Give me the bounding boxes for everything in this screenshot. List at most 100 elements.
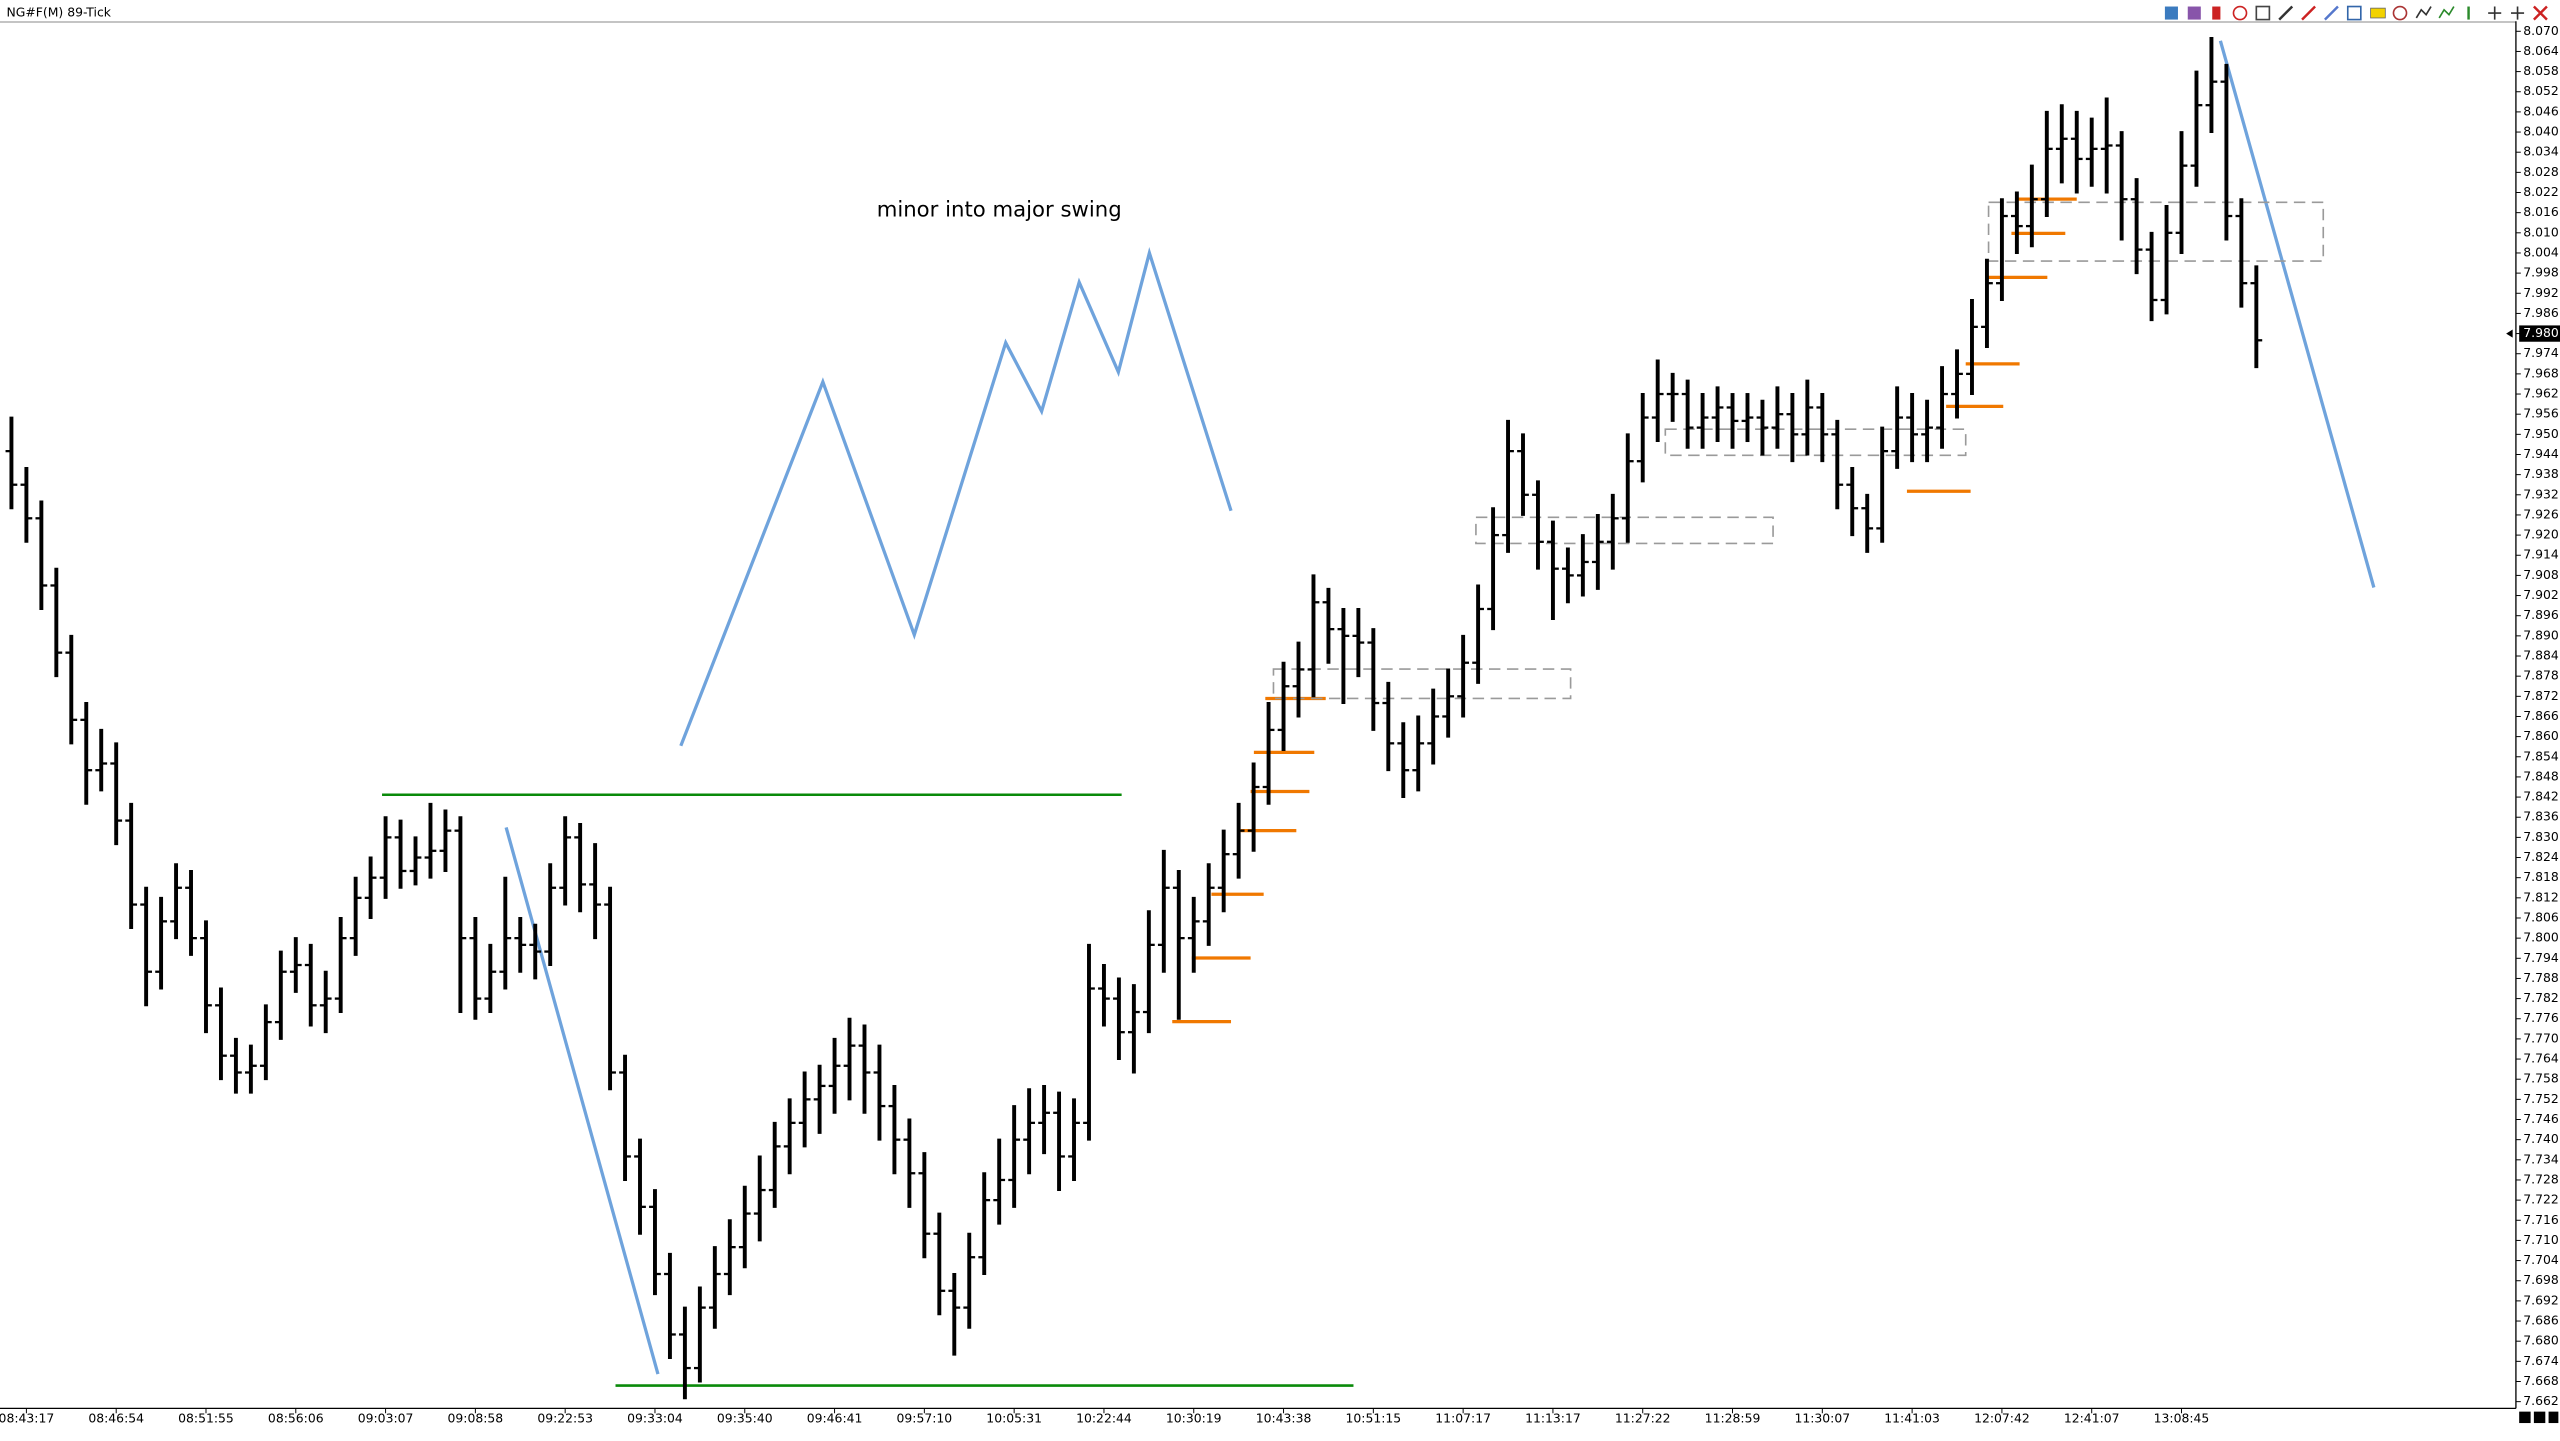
y-tick-label: 8.022: [2523, 184, 2558, 199]
y-tick-label: 7.800: [2523, 930, 2559, 945]
y-tick-label: 7.962: [2523, 386, 2558, 401]
x-tick-label: 08:56:06: [268, 1410, 324, 1425]
tool-icon[interactable]: [2212, 6, 2221, 20]
y-tick-label: 7.758: [2523, 1071, 2559, 1086]
y-tick-label: 7.764: [2523, 1051, 2559, 1066]
tool-icon[interactable]: [2187, 6, 2201, 20]
last-price-box: [2519, 325, 2560, 342]
y-tick-label: 8.046: [2523, 103, 2559, 118]
x-tick-label: 10:05:31: [986, 1410, 1042, 1425]
x-tick-label: 08:46:54: [88, 1410, 144, 1425]
x-tick-label: 10:30:19: [1166, 1410, 1222, 1425]
tool-icon[interactable]: [2438, 6, 2455, 19]
y-tick-label: 8.016: [2523, 204, 2559, 219]
corner-buttons: [2519, 1411, 2559, 1424]
y-tick-label: 7.998: [2523, 265, 2559, 280]
corner-button[interactable]: [2548, 1411, 2559, 1424]
y-tick-label: 7.740: [2523, 1131, 2559, 1146]
y-tick-label: 7.872: [2523, 688, 2558, 703]
x-tick-label: 11:07:17: [1435, 1410, 1491, 1425]
x-tick-label: 11:30:07: [1794, 1410, 1850, 1425]
y-tick-label: 7.938: [2523, 466, 2559, 481]
y-tick-label: 7.956: [2523, 406, 2559, 421]
tool-icon[interactable]: [2488, 6, 2502, 20]
x-tick-label: 11:27:22: [1615, 1410, 1671, 1425]
y-tick-label: 7.794: [2523, 950, 2559, 965]
last-price-arrow: [2506, 329, 2513, 338]
y-tick-label: 7.842: [2523, 789, 2558, 804]
y-tick-label: 7.890: [2523, 627, 2559, 642]
toolbar: [2164, 5, 2548, 21]
y-tick-label: 8.034: [2523, 144, 2559, 159]
tool-icon[interactable]: [2415, 6, 2432, 19]
zone-box: [1987, 201, 2325, 262]
y-tick-label: 8.064: [2523, 43, 2559, 58]
y-tick-label: 7.836: [2523, 809, 2559, 824]
x-tick-label: 11:13:17: [1525, 1410, 1581, 1425]
tool-icon[interactable]: [2370, 7, 2386, 19]
y-tick-label: 7.662: [2523, 1393, 2558, 1408]
x-tick-label: 10:43:38: [1256, 1410, 1312, 1425]
y-tick-label: 7.908: [2523, 567, 2559, 582]
y-tick-label: 7.686: [2523, 1313, 2559, 1328]
tool-icon[interactable]: [2533, 5, 2548, 21]
y-tick-label: 7.788: [2523, 970, 2559, 985]
corner-button[interactable]: [2519, 1411, 2531, 1424]
y-tick-label: 7.716: [2523, 1212, 2559, 1227]
x-tick-label: 09:35:40: [717, 1410, 773, 1425]
swing-sketch: [679, 247, 1233, 747]
y-tick-label: 7.728: [2523, 1171, 2559, 1186]
tool-icon[interactable]: [2255, 5, 2271, 21]
x-tick-label: 13:08:45: [2154, 1410, 2210, 1425]
y-tick-label: 7.992: [2523, 285, 2558, 300]
y-tick-label: 7.680: [2523, 1333, 2559, 1348]
y-tick-label: 7.986: [2523, 305, 2559, 320]
x-tick-label: 10:51:15: [1346, 1410, 1402, 1425]
y-tick-label: 7.902: [2523, 587, 2558, 602]
tool-icon[interactable]: [2164, 6, 2178, 20]
corner-button[interactable]: [2533, 1411, 2546, 1424]
tool-icon[interactable]: [2232, 5, 2248, 21]
y-tick-label: 7.914: [2523, 547, 2559, 562]
tool-icon[interactable]: [2346, 5, 2362, 21]
x-tick-label: 11:41:03: [1884, 1410, 1940, 1425]
y-tick-label: 7.818: [2523, 869, 2559, 884]
y-tick-label: 7.950: [2523, 426, 2559, 441]
tool-icon[interactable]: [2392, 5, 2408, 21]
y-tick-label: 7.854: [2523, 748, 2559, 763]
annotation: minor into major swing: [877, 198, 1122, 223]
x-tick-label: 09:33:04: [627, 1410, 683, 1425]
y-tick-label: 8.010: [2523, 224, 2559, 239]
tool-icon[interactable]: [2324, 5, 2339, 21]
y-tick-label: 7.878: [2523, 668, 2559, 683]
y-tick-label: 7.848: [2523, 768, 2559, 783]
y-tick-label: 8.040: [2523, 124, 2559, 139]
y-tick-label: 7.860: [2523, 728, 2559, 743]
y-tick-label: 8.070: [2523, 23, 2559, 38]
y-tick-label: 7.704: [2523, 1252, 2559, 1267]
x-tick-label: 08:43:17: [0, 1410, 54, 1425]
tool-icon[interactable]: [2278, 5, 2294, 21]
y-tick-label: 8.052: [2523, 83, 2558, 98]
tool-icon[interactable]: [2301, 5, 2316, 21]
tool-icon[interactable]: [2511, 6, 2525, 20]
y-tick-label: 7.746: [2523, 1111, 2559, 1126]
y-tick-label: 8.058: [2523, 63, 2559, 78]
y-tick-label: 7.884: [2523, 648, 2559, 663]
trend-line: [2218, 40, 2376, 588]
y-tick-label: 7.782: [2523, 990, 2558, 1005]
y-tick-label: 7.698: [2523, 1272, 2559, 1287]
x-tick-label: 12:41:07: [2064, 1410, 2120, 1425]
x-tick-label: 11:28:59: [1705, 1410, 1761, 1425]
y-tick-label: 7.830: [2523, 829, 2559, 844]
y-tick-label: 7.806: [2523, 909, 2559, 924]
x-tick-label: 09:03:07: [358, 1410, 414, 1425]
y-tick-label: 7.824: [2523, 849, 2559, 864]
x-tick-label: 09:08:58: [448, 1410, 504, 1425]
y-tick-label: 7.968: [2523, 365, 2559, 380]
y-tick-label: 7.674: [2523, 1353, 2559, 1368]
